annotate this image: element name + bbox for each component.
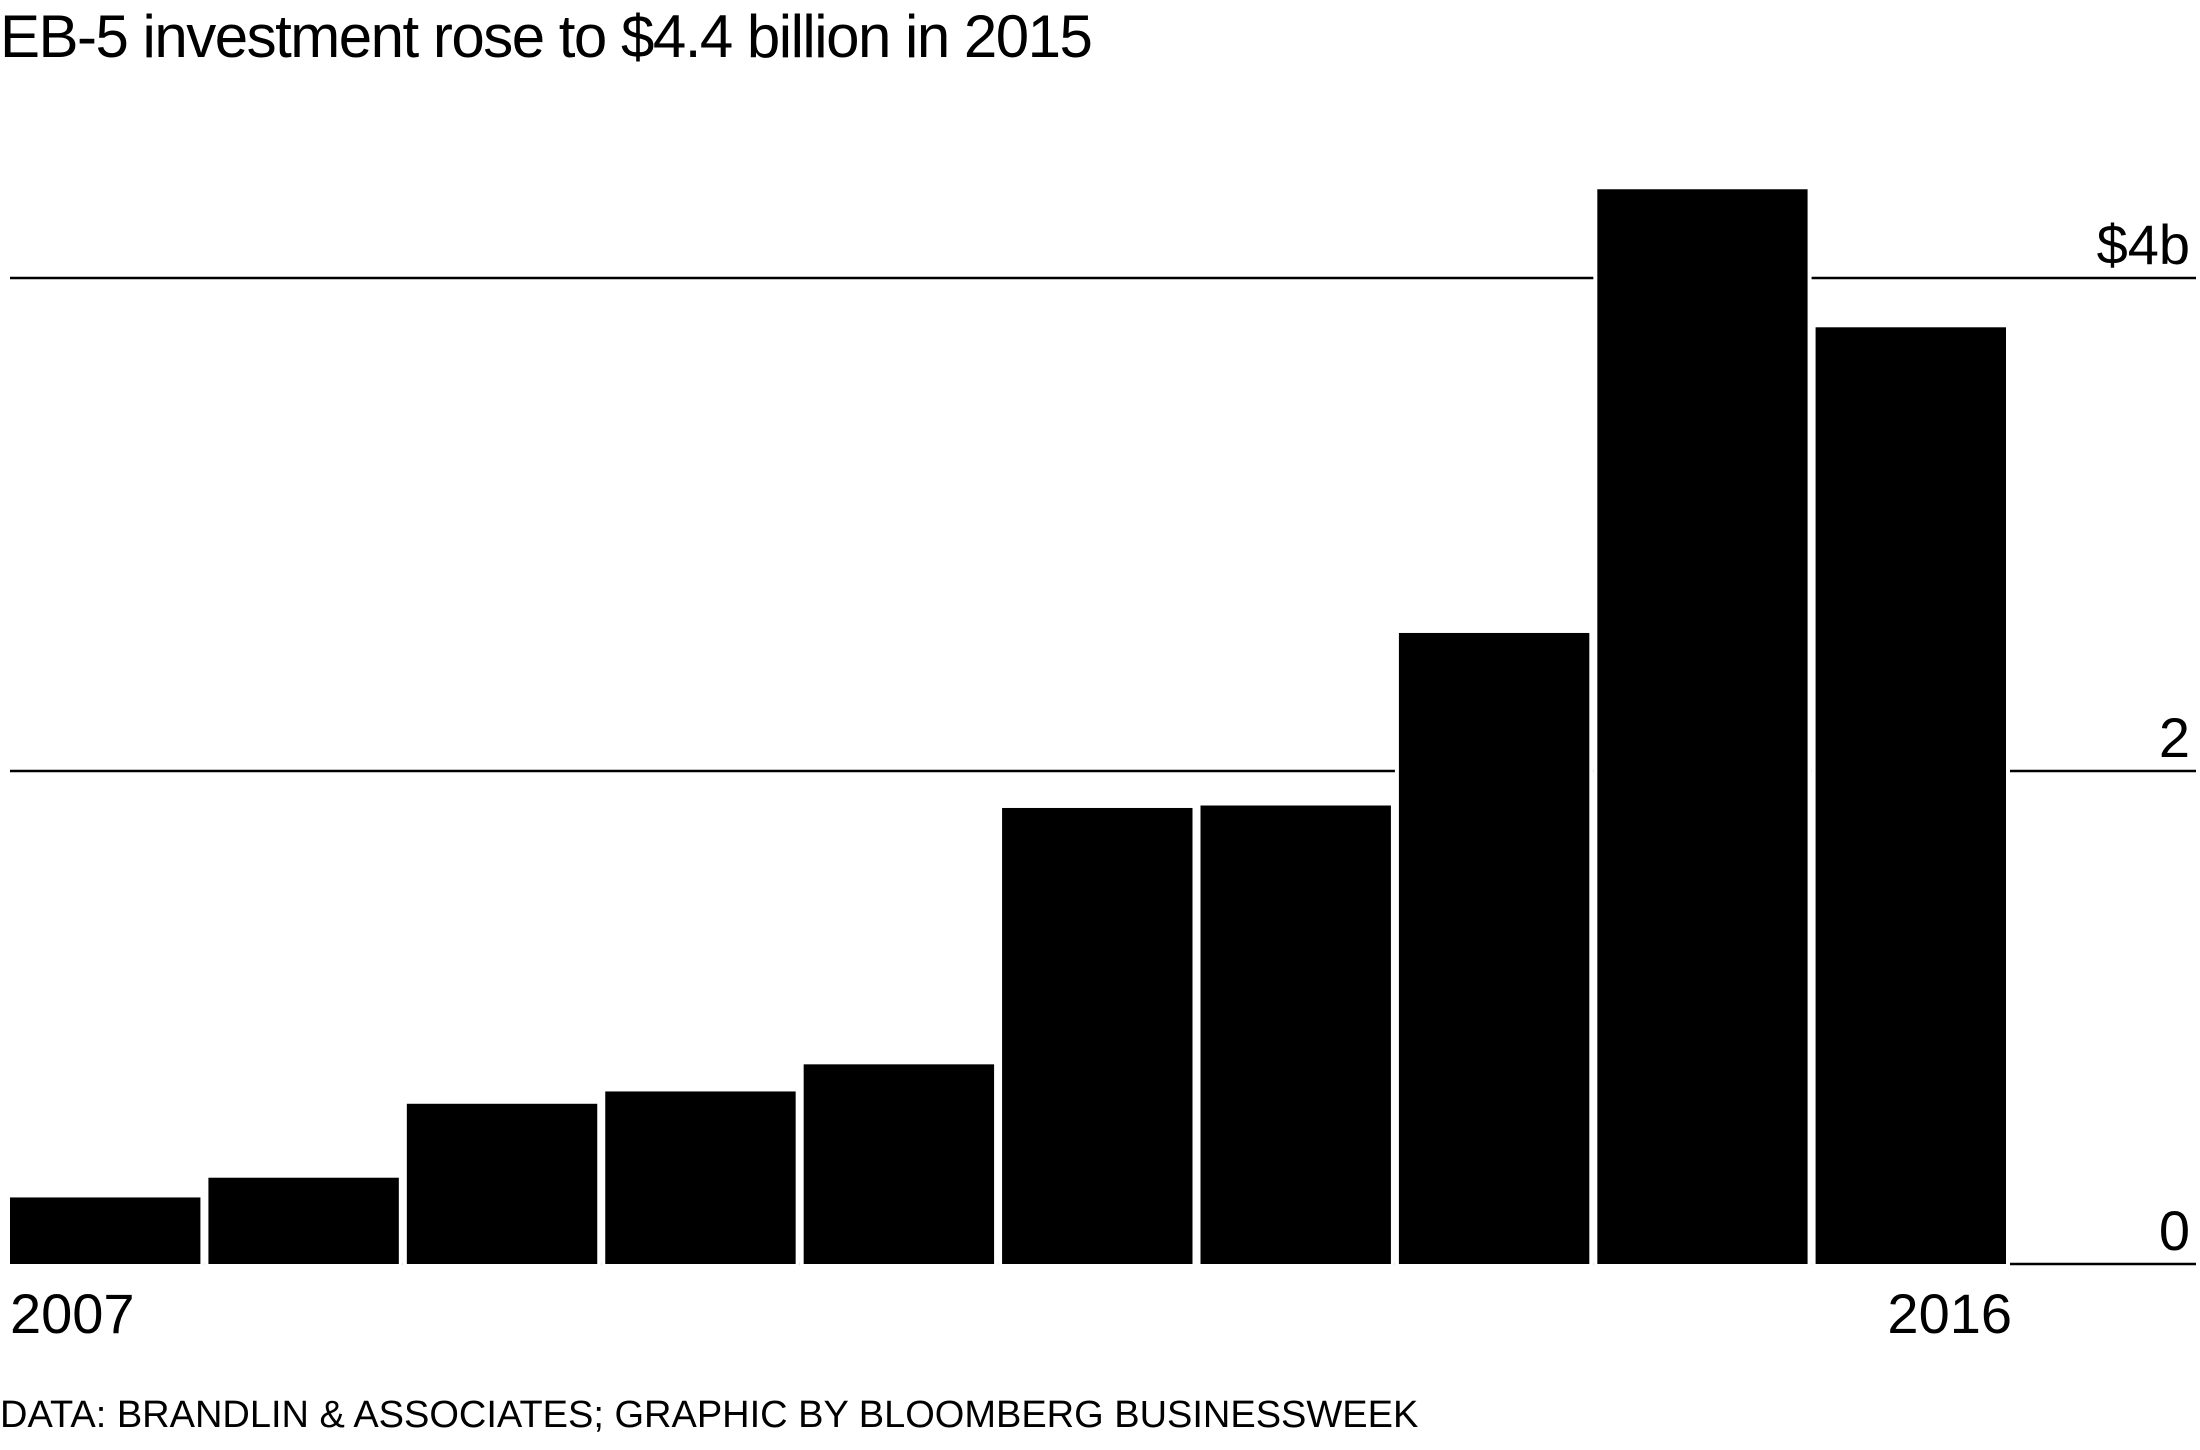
bar-2012 [998,803,1197,1268]
y-tick-label-2: 2 [2159,706,2190,769]
chart-title: EB-5 investment rose to $4.4 billion in … [0,3,1093,70]
y-tick-label-0: 0 [2159,1199,2190,1262]
y-axis-labels: 0 2 $4b [2097,213,2190,1262]
source-note: DATA: BRANDLIN & ASSOCIATES; GRAPHIC BY … [0,1394,1419,1436]
bar-2007 [6,1193,205,1268]
bar-2010 [601,1087,800,1268]
bar-2009 [402,1099,602,1269]
bar-2011 [799,1060,999,1268]
bar-2015 [1593,185,1812,1268]
x-axis-labels: 2007 2016 [10,1282,2012,1345]
bar-2014 [1394,628,1594,1268]
x-tick-label-2007: 2007 [10,1282,135,1345]
bar-2013 [1196,801,1395,1268]
y-tick-label-4: $4b [2097,213,2190,276]
bar-2016 [1811,323,2010,1268]
x-tick-label-2016: 2016 [1887,1282,2012,1345]
bar-2008 [204,1173,403,1268]
bars [6,185,2010,1269]
